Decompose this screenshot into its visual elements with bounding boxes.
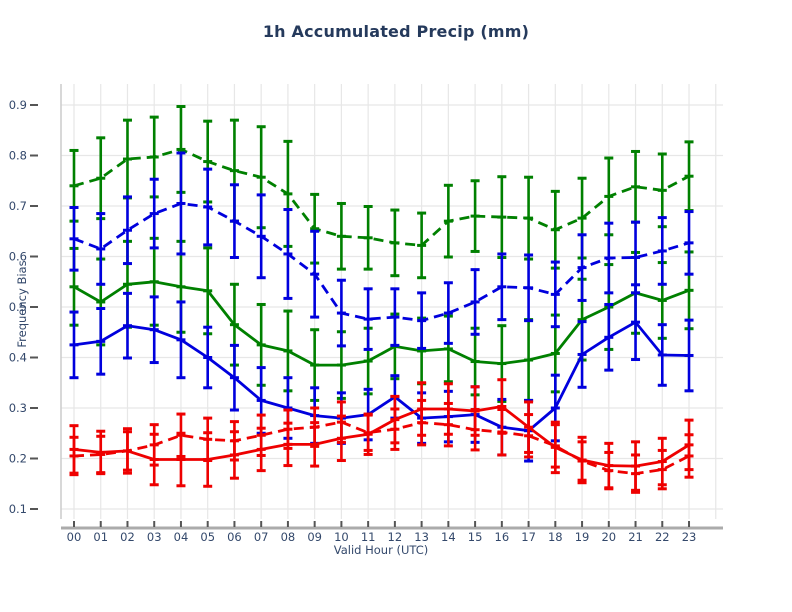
x-tick-label: 21 — [628, 530, 643, 544]
series-line-green-dashed — [73, 148, 690, 247]
series-green-dashed — [69, 105, 694, 280]
series-red-dashed — [69, 398, 694, 494]
x-tick-label: 04 — [174, 530, 189, 544]
series-line-blue-dashed — [73, 202, 690, 322]
x-tick-label: 12 — [388, 530, 403, 544]
x-tick-label: 11 — [361, 530, 376, 544]
x-tick-label: 22 — [655, 530, 670, 544]
y-tick-label: 0.6 — [9, 250, 27, 264]
x-tick-label: 14 — [441, 530, 456, 544]
series-line-red-dashed — [73, 420, 690, 475]
x-tick-label: 00 — [67, 530, 82, 544]
x-tick-label: 02 — [120, 530, 135, 544]
axes — [60, 84, 723, 530]
series-line-blue-solid — [73, 320, 690, 433]
x-tick-label: 05 — [200, 530, 215, 544]
series-green-solid — [69, 236, 694, 403]
y-tick-label: 0.2 — [9, 452, 27, 466]
x-tick-label: 20 — [601, 530, 616, 544]
series-line-red-solid — [73, 405, 690, 468]
grid — [61, 84, 723, 519]
y-tick-label: 0.8 — [9, 149, 27, 163]
x-tick-label: 16 — [495, 530, 510, 544]
series-line-green-solid — [73, 280, 690, 367]
y-axis-label: Frequency Bias — [15, 260, 29, 348]
x-tick-label: 19 — [575, 530, 590, 544]
x-tick-label: 09 — [307, 530, 322, 544]
y-tick-label: 0.1 — [9, 502, 27, 516]
y-tick-label: 0.3 — [9, 401, 27, 415]
x-tick-label: 01 — [93, 530, 108, 544]
y-tick-label: 0.7 — [9, 199, 27, 213]
x-tick-label: 08 — [281, 530, 296, 544]
x-tick-label: 13 — [414, 530, 429, 544]
y-tick-label: 0.4 — [9, 351, 27, 365]
y-tick-label: 0.5 — [9, 300, 27, 314]
x-tick-label: 17 — [521, 530, 536, 544]
series-blue-dashed — [69, 151, 694, 351]
tick-marks — [30, 104, 691, 527]
x-tick-label: 15 — [468, 530, 483, 544]
x-tick-label: 23 — [682, 530, 697, 544]
x-tick-label: 18 — [548, 530, 563, 544]
x-tick-label: 10 — [334, 530, 349, 544]
chart-title: 1h Accumulated Precip (mm) — [262, 22, 530, 41]
series-red-solid — [69, 378, 694, 492]
tick-labels: 0.1 0.2 0.3 0.4 0.5 0.6 0.7 0.8 0.9 00 01 02 03 04 05 0… — [9, 98, 697, 544]
x-axis-label: Valid Hour (UTC) — [333, 543, 429, 557]
y-tick-label: 0.9 — [9, 98, 27, 112]
x-tick-label: 07 — [254, 530, 269, 544]
series-blue-solid — [69, 283, 694, 463]
x-tick-label: 03 — [147, 530, 162, 544]
x-tick-label: 06 — [227, 530, 242, 544]
